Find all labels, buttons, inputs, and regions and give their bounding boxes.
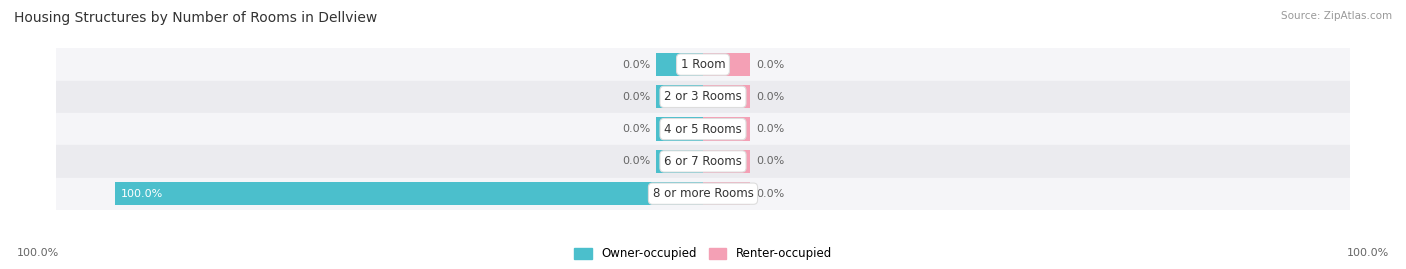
Bar bbox=[56, 81, 1350, 113]
Bar bbox=[657, 53, 703, 76]
Text: 0.0%: 0.0% bbox=[756, 124, 785, 134]
Text: Source: ZipAtlas.com: Source: ZipAtlas.com bbox=[1281, 11, 1392, 21]
Bar bbox=[657, 85, 703, 108]
Bar bbox=[703, 53, 749, 76]
Text: 6 or 7 Rooms: 6 or 7 Rooms bbox=[664, 155, 742, 168]
Bar bbox=[703, 118, 749, 141]
Text: 0.0%: 0.0% bbox=[756, 92, 785, 102]
Bar bbox=[115, 182, 703, 205]
Text: 0.0%: 0.0% bbox=[621, 156, 650, 167]
Bar bbox=[56, 145, 1350, 178]
Bar bbox=[657, 118, 703, 141]
Text: 0.0%: 0.0% bbox=[756, 156, 785, 167]
Bar bbox=[56, 113, 1350, 145]
Text: Housing Structures by Number of Rooms in Dellview: Housing Structures by Number of Rooms in… bbox=[14, 11, 377, 25]
Text: 1 Room: 1 Room bbox=[681, 58, 725, 71]
Text: 0.0%: 0.0% bbox=[621, 92, 650, 102]
Text: 0.0%: 0.0% bbox=[756, 189, 785, 199]
Bar bbox=[657, 150, 703, 173]
Text: 4 or 5 Rooms: 4 or 5 Rooms bbox=[664, 123, 742, 136]
Legend: Owner-occupied, Renter-occupied: Owner-occupied, Renter-occupied bbox=[574, 247, 832, 260]
Bar bbox=[703, 182, 749, 205]
Bar bbox=[56, 48, 1350, 81]
Bar bbox=[703, 85, 749, 108]
Text: 0.0%: 0.0% bbox=[756, 59, 785, 70]
Text: 100.0%: 100.0% bbox=[1347, 248, 1389, 258]
Text: 100.0%: 100.0% bbox=[17, 248, 59, 258]
Text: 8 or more Rooms: 8 or more Rooms bbox=[652, 187, 754, 200]
Bar bbox=[56, 178, 1350, 210]
Text: 100.0%: 100.0% bbox=[121, 189, 163, 199]
Text: 0.0%: 0.0% bbox=[621, 59, 650, 70]
Text: 2 or 3 Rooms: 2 or 3 Rooms bbox=[664, 90, 742, 103]
Text: 0.0%: 0.0% bbox=[621, 124, 650, 134]
Bar bbox=[703, 150, 749, 173]
